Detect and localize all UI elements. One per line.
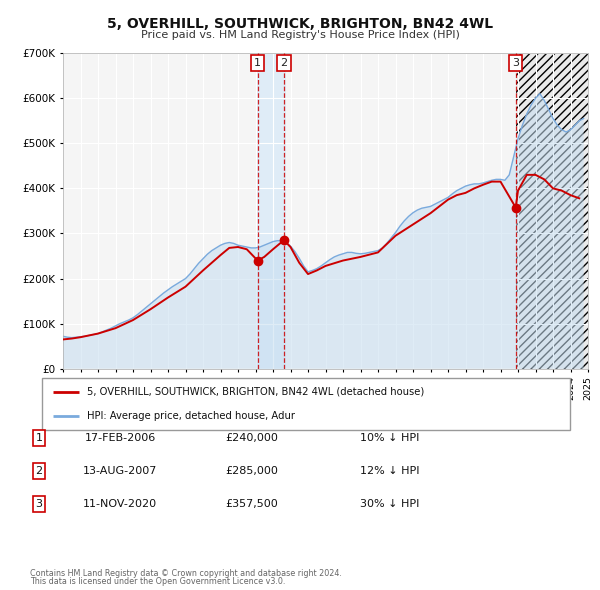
Text: 3: 3 xyxy=(35,499,43,509)
Text: Price paid vs. HM Land Registry's House Price Index (HPI): Price paid vs. HM Land Registry's House … xyxy=(140,30,460,40)
Text: 1: 1 xyxy=(254,58,261,68)
Text: 5, OVERHILL, SOUTHWICK, BRIGHTON, BN42 4WL: 5, OVERHILL, SOUTHWICK, BRIGHTON, BN42 4… xyxy=(107,17,493,31)
Text: £285,000: £285,000 xyxy=(226,466,278,476)
Text: 12% ↓ HPI: 12% ↓ HPI xyxy=(360,466,419,476)
Text: This data is licensed under the Open Government Licence v3.0.: This data is licensed under the Open Gov… xyxy=(30,578,286,586)
Bar xyxy=(256,53,286,369)
FancyBboxPatch shape xyxy=(42,378,570,430)
Text: 2: 2 xyxy=(280,58,287,68)
Text: £240,000: £240,000 xyxy=(226,433,278,442)
Text: 5, OVERHILL, SOUTHWICK, BRIGHTON, BN42 4WL (detached house): 5, OVERHILL, SOUTHWICK, BRIGHTON, BN42 4… xyxy=(87,386,424,396)
Text: £357,500: £357,500 xyxy=(226,499,278,509)
Text: 3: 3 xyxy=(512,58,519,68)
Text: 11-NOV-2020: 11-NOV-2020 xyxy=(83,499,157,509)
Text: 1: 1 xyxy=(35,433,43,442)
Text: Contains HM Land Registry data © Crown copyright and database right 2024.: Contains HM Land Registry data © Crown c… xyxy=(30,569,342,578)
Text: 30% ↓ HPI: 30% ↓ HPI xyxy=(360,499,419,509)
Text: 13-AUG-2007: 13-AUG-2007 xyxy=(83,466,157,476)
Text: 17-FEB-2006: 17-FEB-2006 xyxy=(85,433,155,442)
Text: 2: 2 xyxy=(35,466,43,476)
Text: HPI: Average price, detached house, Adur: HPI: Average price, detached house, Adur xyxy=(87,411,295,421)
Bar xyxy=(516,53,588,369)
Text: 10% ↓ HPI: 10% ↓ HPI xyxy=(360,433,419,442)
